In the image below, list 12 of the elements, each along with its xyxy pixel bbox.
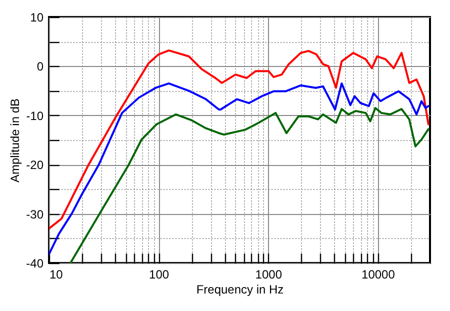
x-tick-label: 100 bbox=[149, 268, 170, 282]
x-axis-title: Frequency in Hz bbox=[196, 282, 284, 296]
y-tick-label: 10 bbox=[30, 10, 44, 24]
y-tick-label: -20 bbox=[26, 158, 44, 172]
y-tick-label: -40 bbox=[26, 256, 44, 270]
x-tick-label: 1000 bbox=[255, 268, 282, 282]
x-tick-label: 10 bbox=[50, 268, 64, 282]
y-tick-label: -10 bbox=[26, 108, 44, 123]
y-axis-title: Amplitude in dB bbox=[8, 98, 22, 183]
y-tick-label: -30 bbox=[26, 207, 44, 222]
y-tick-label: 0 bbox=[36, 60, 44, 74]
x-tick-label: 10000 bbox=[362, 268, 396, 282]
